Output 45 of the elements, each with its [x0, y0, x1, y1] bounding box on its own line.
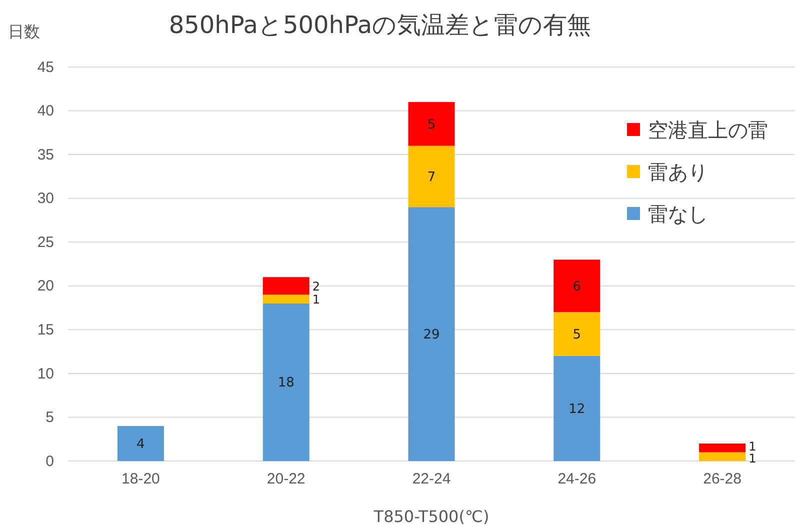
legend-label: 雷なし	[648, 202, 708, 226]
data-label: 7	[427, 170, 436, 185]
y-tick-label: 5	[46, 409, 54, 426]
x-tick-label: 26-28	[703, 470, 742, 488]
x-tick-label: 20-22	[266, 470, 306, 488]
bar	[699, 452, 746, 461]
x-tick-label: 22-24	[412, 470, 451, 488]
y-tick-label: 10	[37, 365, 54, 382]
y-tick-label: 35	[37, 146, 54, 164]
data-label: 6	[572, 279, 582, 294]
y-tick-label: 20	[37, 278, 54, 295]
bar	[117, 426, 164, 461]
data-label: 5	[427, 117, 436, 132]
bar	[408, 146, 455, 208]
y-tick-label: 0	[46, 452, 54, 470]
bar	[554, 356, 600, 461]
legend-label: 雷あり	[648, 160, 708, 184]
data-label: 4	[136, 436, 145, 452]
chart-title: 850hPaと500hPaの気温差と雷の有無	[168, 11, 592, 39]
bar	[262, 277, 310, 295]
data-label: 29	[423, 328, 440, 343]
x-tick-label: 18-20	[122, 470, 160, 488]
bar	[408, 207, 455, 461]
bar	[699, 443, 746, 452]
x-tick-label: 24-26	[558, 470, 596, 488]
legend-label: 空港直上の雷	[648, 118, 768, 142]
data-label: 18	[278, 376, 294, 391]
data-label: 1	[748, 440, 756, 454]
data-label: 2	[312, 279, 320, 294]
y-axis-title: 日数	[8, 22, 40, 41]
data-label: 1	[748, 452, 756, 466]
y-tick-label: 45	[37, 58, 54, 76]
x-axis-title: T850-T500(℃)	[372, 507, 490, 526]
y-tick-label: 15	[37, 321, 54, 338]
data-label: 1	[312, 292, 320, 307]
bar	[554, 260, 600, 312]
bar	[262, 294, 310, 304]
bar	[554, 312, 600, 356]
y-tick-label: 30	[37, 190, 54, 208]
bar	[262, 303, 310, 461]
bar	[408, 102, 455, 146]
y-tick-label: 40	[37, 102, 54, 120]
data-label: 12	[568, 402, 586, 417]
y-tick-label: 25	[37, 234, 54, 251]
data-label: 5	[572, 328, 582, 343]
